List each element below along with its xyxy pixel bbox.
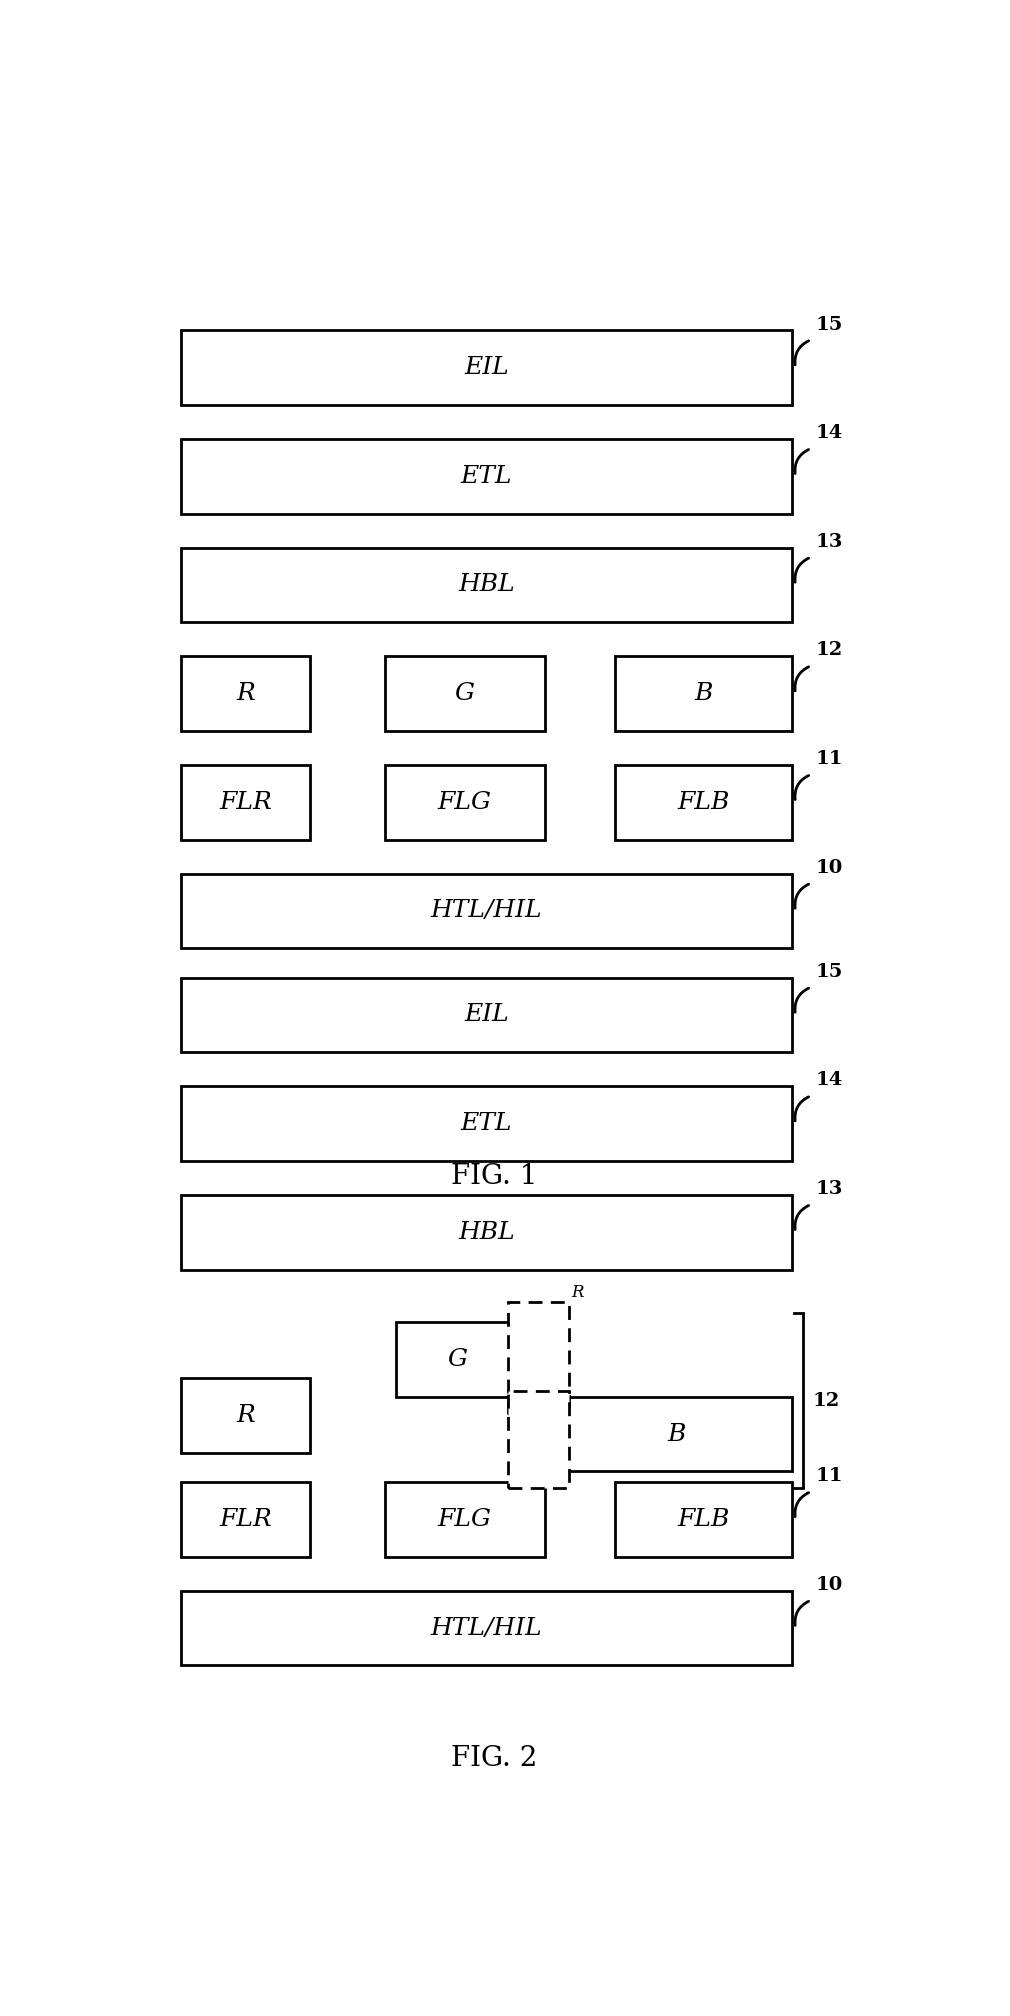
Bar [181,548,792,623]
Text: 12: 12 [813,1391,840,1409]
Bar [615,657,792,732]
Text: G: G [454,681,475,706]
Text: R: R [236,681,256,706]
Text: 15: 15 [815,317,842,333]
Bar [385,657,545,732]
Text: HBL: HBL [458,573,515,597]
Text: ETL: ETL [461,1113,512,1135]
Text: B: B [694,681,713,706]
Bar [385,1482,545,1556]
Bar [508,1302,570,1413]
Bar [396,1322,517,1397]
Text: 13: 13 [815,1179,842,1198]
Bar [181,978,792,1052]
Bar [385,764,545,839]
Text: 11: 11 [815,1468,842,1486]
Text: 15: 15 [815,964,842,982]
Text: 14: 14 [815,1070,842,1089]
Text: FLR: FLR [219,1508,272,1530]
Text: FLG: FLG [437,790,492,814]
Text: FIG. 1: FIG. 1 [450,1163,537,1189]
Bar [181,1087,792,1161]
Text: FIG. 2: FIG. 2 [450,1746,537,1772]
Text: G: G [447,1349,467,1371]
Text: B: B [667,1423,686,1445]
Bar [181,873,792,948]
Bar [561,1397,792,1472]
Bar [181,657,310,732]
Text: ETL: ETL [461,466,512,488]
Text: FLB: FLB [678,1508,729,1530]
Text: R: R [236,1403,256,1427]
Text: FLB: FLB [678,790,729,814]
Text: 10: 10 [815,859,842,877]
Bar [181,1195,792,1270]
Bar [615,1482,792,1556]
Text: R: R [571,1284,584,1300]
Text: HTL/HIL: HTL/HIL [430,899,542,923]
Text: EIL: EIL [464,1004,509,1026]
Bar [181,1379,310,1454]
Text: FLR: FLR [219,790,272,814]
Text: HBL: HBL [458,1222,515,1244]
Text: HTL/HIL: HTL/HIL [430,1617,542,1639]
Bar [181,1591,792,1665]
Bar [181,1482,310,1556]
Text: 14: 14 [815,423,842,442]
Text: FLG: FLG [437,1508,492,1530]
Bar [181,331,792,405]
Text: 11: 11 [815,750,842,768]
Text: 12: 12 [815,641,842,659]
Bar [181,764,310,839]
Bar [181,439,792,514]
Bar [615,764,792,839]
Text: EIL: EIL [464,357,509,379]
Text: 13: 13 [815,532,842,550]
Text: 10: 10 [815,1577,842,1595]
Bar [508,1391,570,1488]
